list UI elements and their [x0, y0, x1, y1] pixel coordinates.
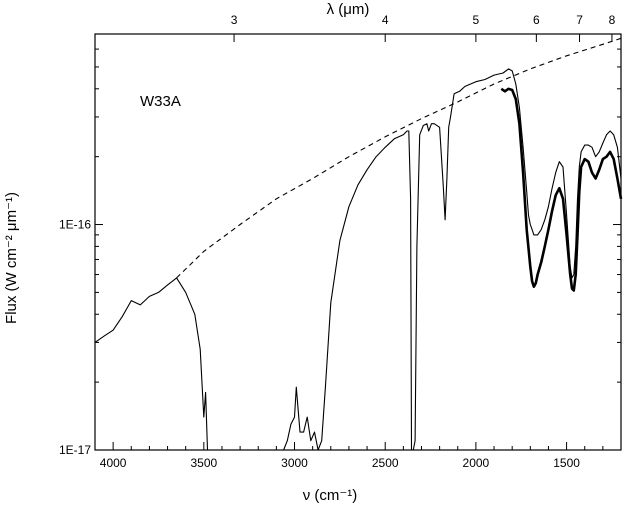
- x-tick-label: 2500: [372, 456, 399, 470]
- y-tick-label: 1E-16: [59, 218, 91, 232]
- plot-marks: [94, 37, 623, 451]
- series-line-4: [500, 87, 623, 292]
- annotation-label: W33A: [140, 93, 181, 110]
- y-axis-title: Flux (W cm⁻² μm⁻¹): [3, 192, 20, 324]
- top-tick-label: 8: [609, 13, 616, 27]
- top-tick-label: 7: [576, 13, 583, 27]
- top-tick-label: 4: [382, 13, 389, 27]
- top-tick-label: 6: [533, 13, 540, 27]
- x-tick-label: 2000: [463, 456, 490, 470]
- x-tick-label: 4000: [100, 456, 127, 470]
- y-tick-label: 1E-17: [59, 443, 91, 457]
- x-tick-label: 1500: [553, 456, 580, 470]
- plot-frame: [94, 33, 622, 451]
- x-axis-title: ν (cm⁻¹): [303, 487, 358, 504]
- top-tick-label: 3: [231, 13, 238, 27]
- x-tick-label: 3500: [190, 456, 217, 470]
- top-axis-title: λ (μm): [327, 1, 370, 18]
- series-line-2: [94, 277, 209, 451]
- axis-ticks: 4000 3500 3000 2500 2000 1500 3 4 5 6 7 8 1E-17 1E-16: [59, 13, 622, 470]
- x-tick-label: 3000: [281, 456, 308, 470]
- top-tick-label: 5: [473, 13, 480, 27]
- series-line-1: [176, 37, 622, 279]
